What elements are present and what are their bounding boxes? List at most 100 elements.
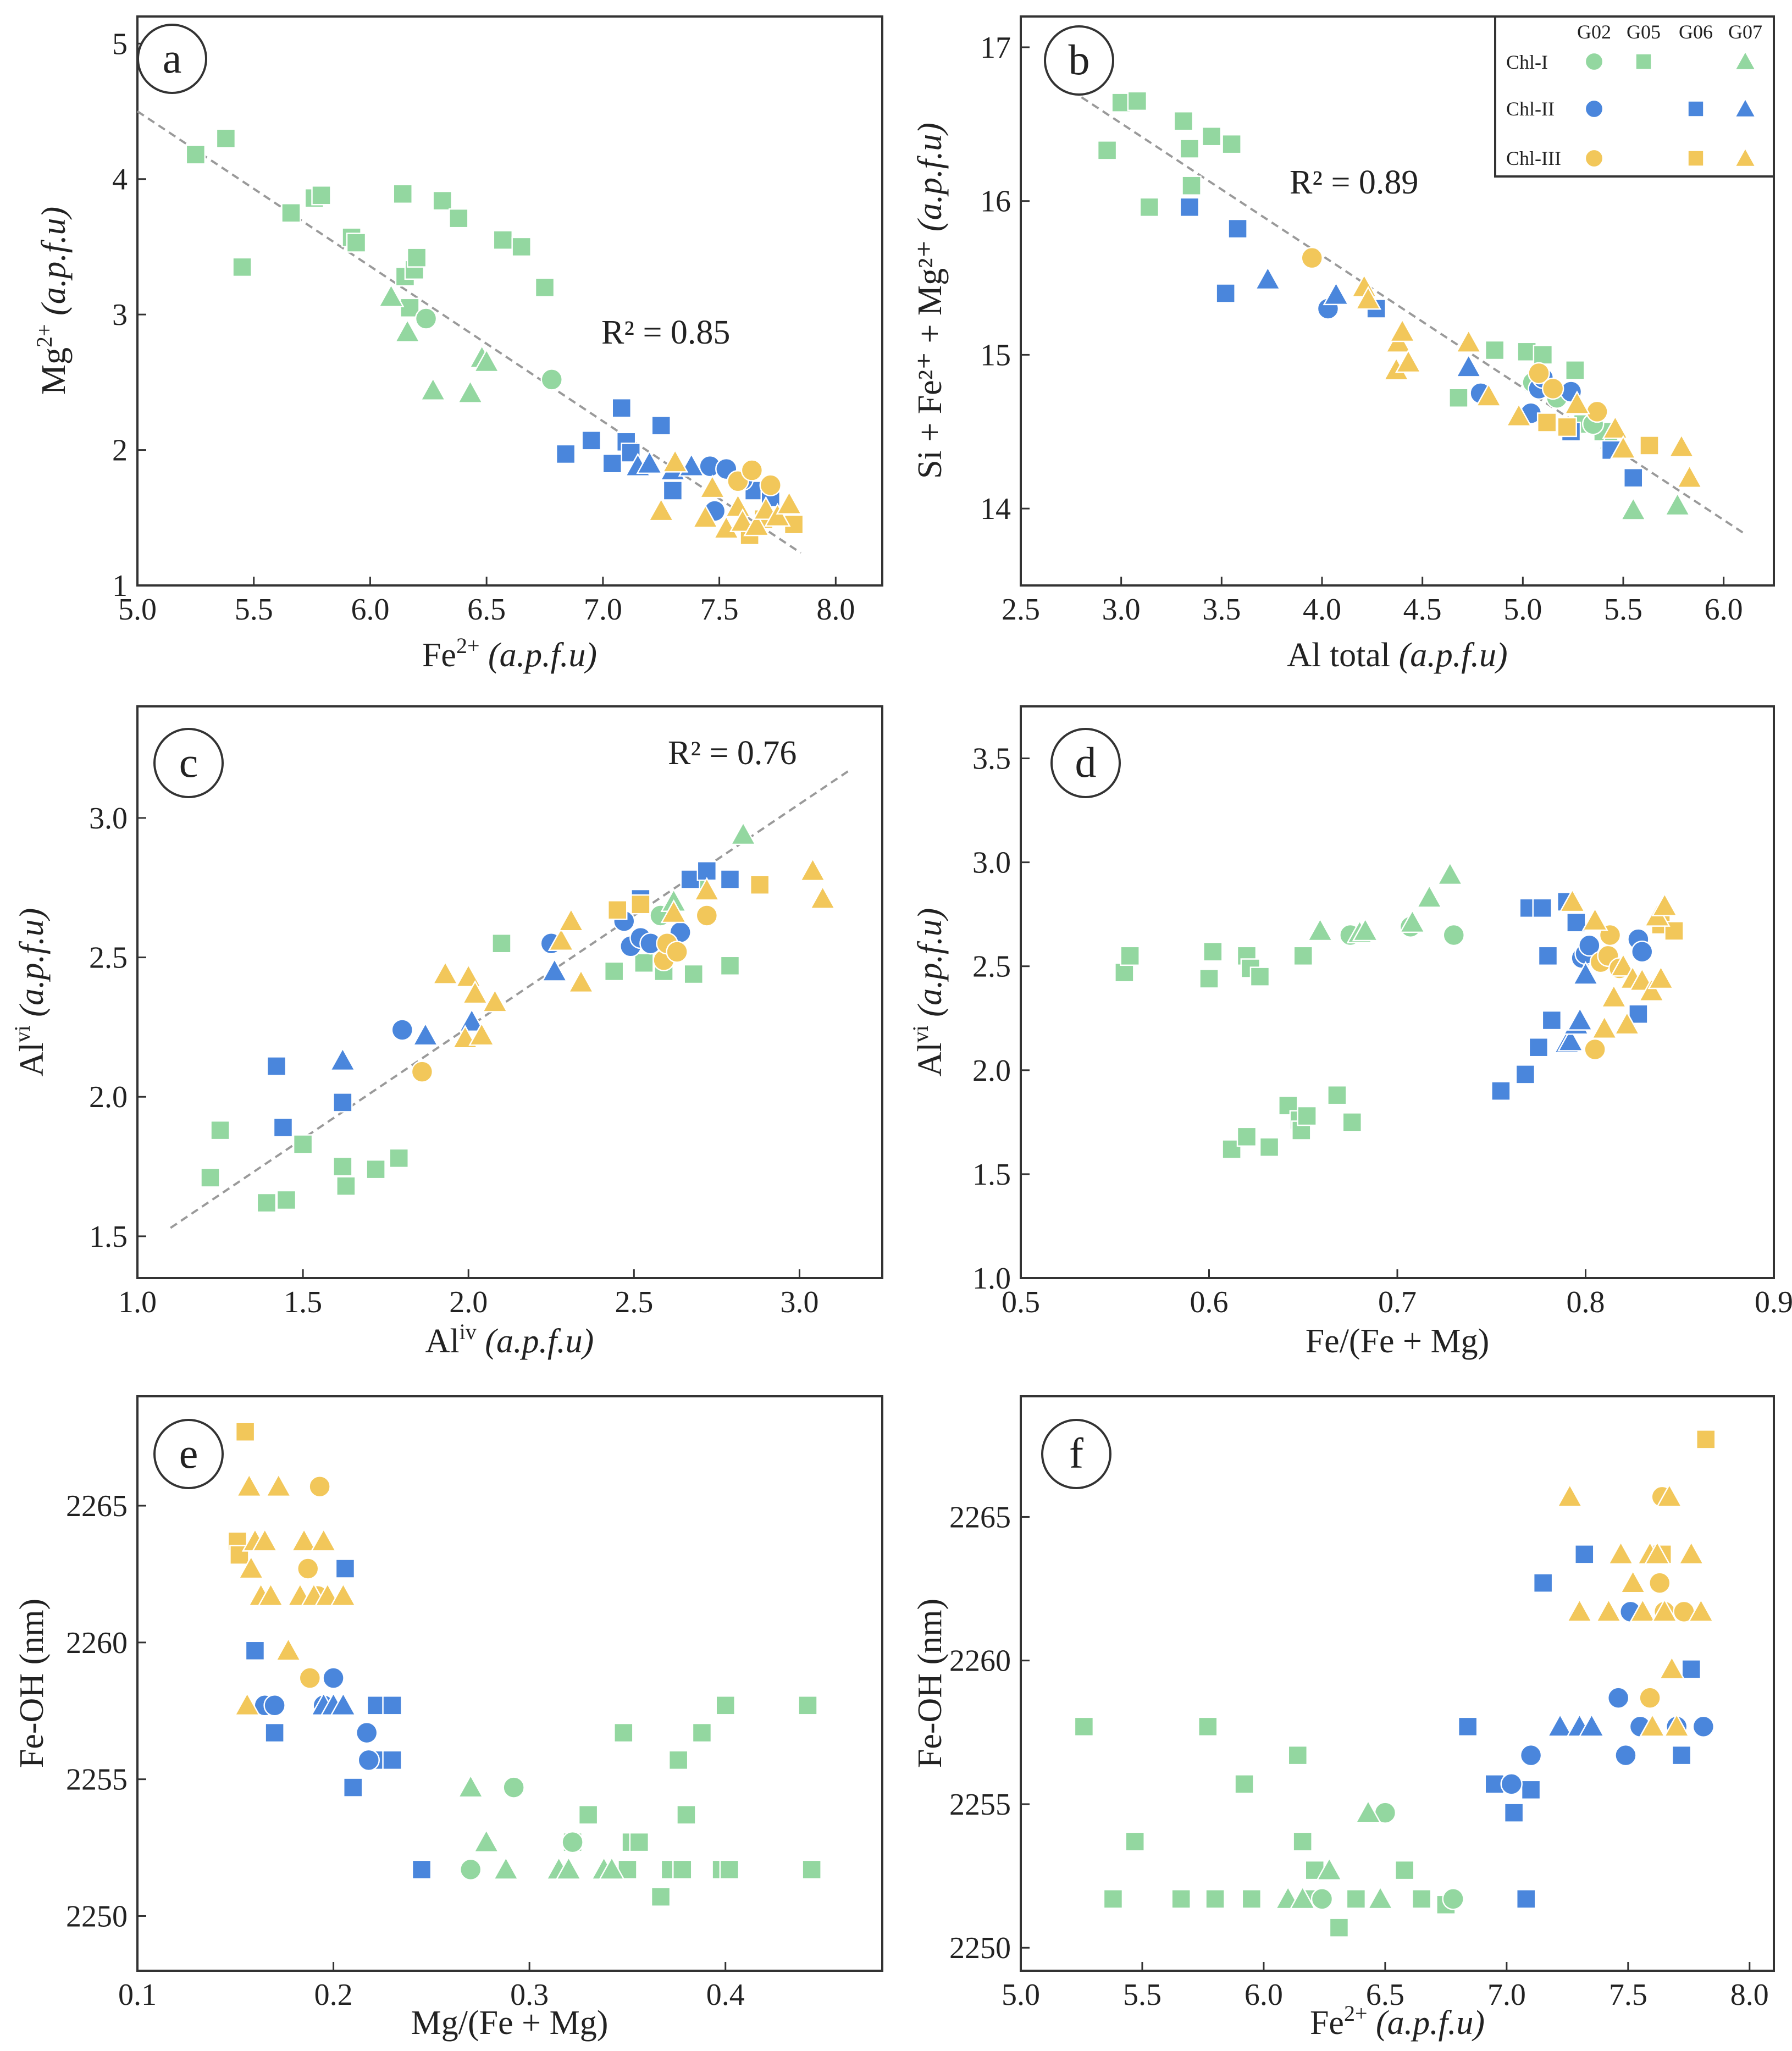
data-point-chl-ii — [412, 1022, 439, 1046]
panel-badge — [1044, 25, 1114, 96]
data-point-chl-i — [1199, 969, 1219, 989]
y-tick-label: 2255 — [66, 1763, 128, 1797]
legend-marker-chl-ii — [1734, 97, 1757, 118]
data-point-chl-iii — [567, 969, 595, 993]
data-point-chl-ii — [1532, 898, 1552, 919]
legend-marker-chl-ii — [1687, 100, 1705, 118]
data-point-chl-ii — [1215, 283, 1236, 303]
y-tick-label: 3.0 — [89, 801, 128, 836]
data-point-chl-i — [1367, 1885, 1394, 1910]
x-tick-label: 0.7 — [1378, 1285, 1417, 1319]
data-point-chl-iii — [1389, 318, 1416, 342]
data-point-chl-iii — [251, 1528, 278, 1552]
data-point-chl-iii — [547, 927, 574, 951]
data-point-chl-i — [1342, 1112, 1363, 1132]
data-point-chl-ii — [1578, 934, 1601, 957]
y-tick-label: 2260 — [949, 1644, 1011, 1678]
data-point-chl-i — [1287, 1745, 1308, 1766]
data-point-chl-ii — [1179, 197, 1200, 218]
data-point-chl-ii — [1519, 1744, 1542, 1767]
x-axis-title: Fe/(Fe + Mg) — [1306, 1323, 1490, 1360]
data-point-chl-ii — [651, 415, 671, 436]
data-point-chl-i — [629, 1832, 650, 1853]
data-point-chl-ii — [411, 1859, 432, 1880]
data-point-chl-iii — [432, 960, 459, 985]
data-point-chl-ii — [245, 1640, 266, 1661]
data-point-chl-i — [336, 1176, 356, 1196]
data-point-chl-iii — [1536, 412, 1557, 433]
data-point-chl-i — [256, 1192, 277, 1213]
data-point-chl-iii — [1475, 383, 1502, 407]
data-point-chl-i — [1297, 1105, 1317, 1126]
data-point-chl-ii — [555, 444, 576, 465]
data-point-chl-iii — [1639, 1713, 1666, 1737]
data-point-chl-iii — [298, 1667, 322, 1689]
data-point-chl-iii — [699, 474, 726, 499]
data-point-chl-iii — [1602, 415, 1629, 439]
data-point-chl-iii — [482, 988, 508, 1013]
data-point-chl-i — [292, 1134, 313, 1154]
data-point-chl-i — [1074, 1716, 1094, 1737]
data-point-chl-iii — [237, 1555, 264, 1579]
data-point-chl-ii — [1557, 1027, 1584, 1052]
data-point-chl-ii — [357, 1749, 380, 1772]
data-point-chl-i — [555, 1856, 582, 1880]
data-point-chl-iii — [257, 1582, 284, 1607]
x-tick-label: 4.5 — [1403, 593, 1442, 627]
data-point-chl-ii — [1578, 1713, 1605, 1737]
x-tick-label: 3.0 — [780, 1285, 818, 1319]
data-point-chl-i — [1620, 496, 1647, 521]
data-point-chl-ii — [1566, 913, 1586, 933]
data-point-chl-i — [1436, 861, 1464, 886]
legend-marker-chl-iii — [1584, 148, 1604, 168]
panel-badge — [1050, 728, 1121, 798]
data-point-chl-ii — [1614, 1744, 1637, 1767]
data-point-chl-ii — [1455, 353, 1482, 378]
data-point-chl-i — [598, 1856, 626, 1880]
data-point-chl-i — [613, 1722, 634, 1743]
x-tick-label: 3.5 — [1202, 593, 1241, 627]
y-tick-label: 2.5 — [972, 950, 1011, 984]
data-point-chl-ii — [1457, 1716, 1478, 1737]
data-point-chl-iii — [1556, 1483, 1583, 1507]
panel-a: 5.0 5.5 6.0 6.5 7.0 7.5 8.0 1 2 3 4 5 a R² = 0.85 F… — [32, 15, 883, 674]
x-tick-label: 2.5 — [1002, 593, 1040, 627]
data-point-chl-iii — [1610, 953, 1637, 977]
x-tick-label: 0.1 — [118, 1978, 157, 2012]
x-axis-title: Aliv (a.p.f.u) — [425, 1319, 594, 1360]
data-point-chl-iii — [1559, 888, 1586, 913]
panel-d: 0.5 0.6 0.7 0.8 0.9 1.0 1.5 2.0 2.5 3.0 3.5 d Fe/(… — [908, 705, 1792, 1360]
data-point-chl-i — [1171, 1889, 1191, 1909]
data-point-chl-iii — [776, 490, 803, 515]
data-point-chl-ii — [1692, 1715, 1715, 1738]
data-point-chl-i — [457, 1774, 484, 1798]
x-tick-label: 6.5 — [1366, 1978, 1404, 2012]
legend-column-label: G07 — [1728, 21, 1762, 43]
data-point-chl-iii — [1455, 329, 1482, 353]
x-tick-label: 7.0 — [1487, 1978, 1526, 2012]
data-point-chl-i — [1236, 1126, 1257, 1147]
data-point-chl-ii — [1574, 1544, 1595, 1564]
data-point-chl-ii — [263, 1694, 286, 1717]
x-tick-label: 6.0 — [1705, 593, 1743, 627]
data-point-chl-i — [676, 1805, 696, 1825]
data-point-chl-i — [1448, 388, 1469, 408]
data-point-chl-iii — [1563, 390, 1591, 414]
data-point-chl-i — [1173, 110, 1194, 131]
data-point-chl-ii — [1254, 266, 1281, 290]
x-tick-label: 1.0 — [118, 1285, 157, 1319]
data-point-chl-i — [634, 953, 654, 973]
data-point-chl-i — [1352, 917, 1379, 942]
x-axis-title: Fe2+ (a.p.f.u) — [422, 633, 597, 674]
data-point-chl-i — [281, 203, 301, 223]
panel-badge — [1041, 1419, 1111, 1489]
x-tick-label: 2.0 — [449, 1285, 488, 1319]
panel-badge — [153, 728, 224, 798]
data-point-chl-ii — [1546, 1713, 1574, 1737]
data-point-chl-iii — [234, 1691, 261, 1716]
x-tick-label: 6.0 — [351, 593, 389, 627]
panel-letter: c — [179, 738, 198, 786]
data-point-chl-ii — [333, 1092, 353, 1113]
data-point-chl-i — [1103, 1889, 1124, 1909]
